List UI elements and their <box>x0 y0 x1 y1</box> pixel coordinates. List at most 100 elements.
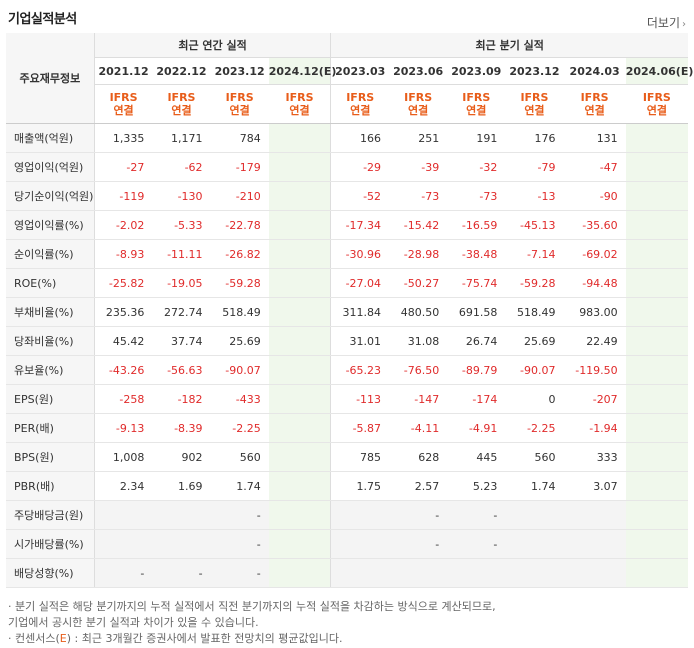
table-cell: -4.91 <box>447 413 506 443</box>
table-row: PBR(배) 2.34 1.69 1.74 1.75 2.57 5.23 1.74 3.07 <box>6 471 688 501</box>
table-cell: - <box>210 529 269 559</box>
table-cell: -147 <box>389 384 448 414</box>
table-cell <box>268 384 331 414</box>
table-cell <box>268 529 331 559</box>
table-cell <box>268 268 331 298</box>
table-row: 당좌비율(%) 45.42 37.74 25.69 31.01 31.08 26.74 25.… <box>6 326 688 356</box>
table-cell: -30.96 <box>330 239 390 269</box>
table-cell <box>268 558 331 588</box>
footnotes: · 분기 실적은 해당 분기까지의 누적 실적에서 직전 분기까지의 누적 실적… <box>8 599 496 647</box>
consolidated-label: 연결 <box>229 104 250 117</box>
table-cell: -90.07 <box>505 355 564 385</box>
table-cell: - <box>389 529 448 559</box>
table-cell: 784 <box>210 123 269 153</box>
ifrs-cell: IFRS 연결 <box>505 84 564 124</box>
more-link[interactable]: 더보기 › <box>647 14 686 31</box>
ifrs-label: IFRS <box>285 91 314 104</box>
ifrs-label: IFRS <box>225 91 254 104</box>
table-cell <box>152 529 211 559</box>
table-cell: -90 <box>563 181 626 211</box>
table-cell: -4.11 <box>389 413 448 443</box>
table-cell: 628 <box>389 442 448 472</box>
table-cell: -76.50 <box>389 355 448 385</box>
table-cell: -47 <box>563 152 626 182</box>
table-cell: -43.26 <box>93 355 153 385</box>
table-cell: -52 <box>330 181 390 211</box>
table-cell: -5.33 <box>152 210 211 240</box>
table-cell: 37.74 <box>152 326 211 356</box>
table-row: 주당배당금(원) - - - <box>6 500 688 530</box>
table-cell: 560 <box>505 442 564 472</box>
table-cell <box>330 558 390 588</box>
table-cell: -39 <box>389 152 448 182</box>
table-cell: 166 <box>330 123 390 153</box>
table-cell: -28.98 <box>389 239 448 269</box>
table-cell <box>625 529 688 559</box>
table-cell <box>563 529 626 559</box>
table-cell: 5.23 <box>447 471 506 501</box>
table-cell: 1.74 <box>505 471 564 501</box>
table-cell: -94.48 <box>563 268 626 298</box>
ifrs-cell: IFRS 연결 <box>93 84 153 124</box>
ifrs-cell: IFRS 연결 <box>268 84 331 124</box>
table-cell: -50.27 <box>389 268 448 298</box>
table-cell: 983.00 <box>563 297 626 327</box>
table-cell: -65.23 <box>330 355 390 385</box>
ifrs-cell: IFRS 연결 <box>447 84 506 124</box>
table-cell: -130 <box>152 181 211 211</box>
table-row: 매출액(억원) 1,335 1,171 784 166 251 191 176 131 <box>6 123 688 153</box>
table-cell: 26.74 <box>447 326 506 356</box>
table-cell <box>268 297 331 327</box>
ifrs-label: IFRS <box>404 91 433 104</box>
table-cell <box>563 500 626 530</box>
table-cell: 1,335 <box>93 123 153 153</box>
table-cell: -11.11 <box>152 239 211 269</box>
footnote-3-prefix: · 컨센서스( <box>8 632 60 645</box>
table-cell <box>389 558 448 588</box>
table-cell: 1,171 <box>152 123 211 153</box>
table-cell <box>625 384 688 414</box>
table-cell <box>268 181 331 211</box>
table-cell <box>268 210 331 240</box>
table-cell: 1.74 <box>210 471 269 501</box>
table-cell <box>447 558 506 588</box>
ifrs-label: IFRS <box>109 91 138 104</box>
table-cell: -32 <box>447 152 506 182</box>
table-cell <box>268 326 331 356</box>
consolidated-label: 연결 <box>408 104 429 117</box>
table-cell: -29 <box>330 152 390 182</box>
row-label: 주당배당금(원) <box>6 500 95 530</box>
table-cell <box>152 500 211 530</box>
table-cell: -182 <box>152 384 211 414</box>
table-cell: -38.48 <box>447 239 506 269</box>
table-row: 유보율(%) -43.26 -56.63 -90.07 -65.23 -76.50 -89.… <box>6 355 688 385</box>
table-cell <box>625 413 688 443</box>
table-cell: 31.01 <box>330 326 390 356</box>
table-cell: -15.42 <box>389 210 448 240</box>
table-cell: 25.69 <box>505 326 564 356</box>
table-cell <box>625 123 688 153</box>
table-cell: -5.87 <box>330 413 390 443</box>
row-label: 순이익률(%) <box>6 239 95 269</box>
table-cell <box>563 558 626 588</box>
table-cell <box>625 181 688 211</box>
ifrs-cell: IFRS 연결 <box>152 84 211 124</box>
table-cell: 251 <box>389 123 448 153</box>
ifrs-label: IFRS <box>462 91 491 104</box>
consolidated-label: 연결 <box>584 104 605 117</box>
table-cell: 333 <box>563 442 626 472</box>
table-cell: -2.25 <box>505 413 564 443</box>
table-cell: -113 <box>330 384 390 414</box>
table-cell: -8.39 <box>152 413 211 443</box>
table-cell: -174 <box>447 384 506 414</box>
table-cell: 2.34 <box>93 471 153 501</box>
table-cell <box>268 442 331 472</box>
table-cell: -1.94 <box>563 413 626 443</box>
table-row: 순이익률(%) -8.93 -11.11 -26.82 -30.96 -28.98 -38.… <box>6 239 688 269</box>
footnote-3-suffix: ) : 최근 3개월간 증권사에서 발표한 전망치의 평균값입니다. <box>66 632 343 645</box>
row-label: EPS(원) <box>6 384 95 414</box>
period-header: 2023.12 <box>210 57 269 85</box>
table-cell: -73 <box>389 181 448 211</box>
table-cell: -179 <box>210 152 269 182</box>
